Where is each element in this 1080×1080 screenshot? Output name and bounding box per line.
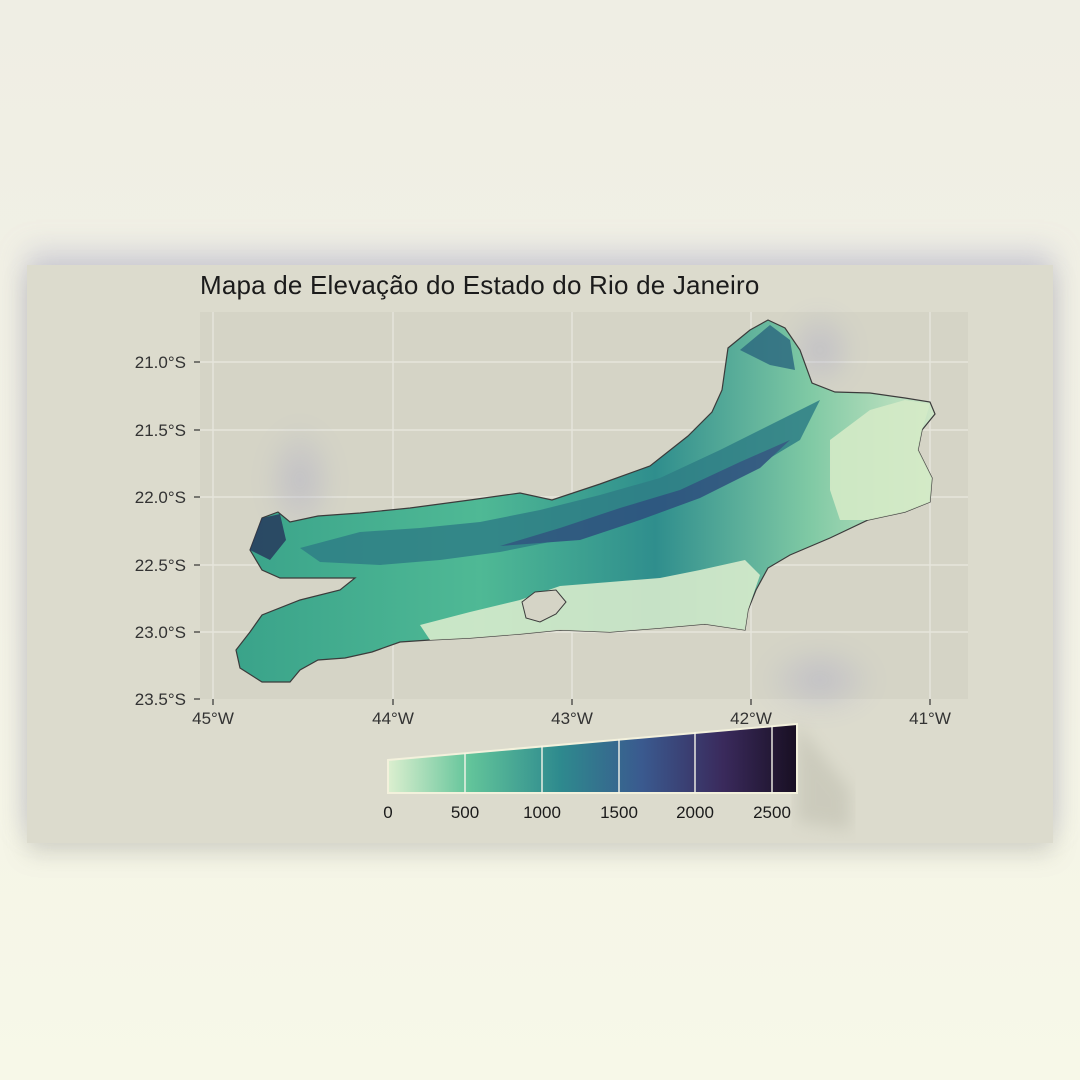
lat-label: 22.5°S [135,556,186,575]
lon-label: 42°W [730,709,772,728]
axis-ticks [194,361,931,705]
latitude-labels: 21.0°S 21.5°S 22.0°S 22.5°S 23.0°S 23.5°… [135,353,186,709]
lon-label: 44°W [372,709,414,728]
lon-label: 43°W [551,709,593,728]
map-title: Mapa de Elevação do Estado do Rio de Jan… [200,270,760,300]
lat-label: 23.5°S [135,690,186,709]
lat-label: 22.0°S [135,488,186,507]
lon-label: 41°W [909,709,951,728]
lat-label: 21.5°S [135,421,186,440]
legend-shadow [797,724,850,830]
lon-label: 45°W [192,709,234,728]
legend-label: 1000 [523,803,561,822]
guanabara-bay [521,589,567,623]
lowland-plain [420,560,760,640]
legend-label: 1500 [600,803,638,822]
legend-label: 500 [451,803,479,822]
lat-label: 23.0°S [135,623,186,642]
legend-ticks [464,726,773,793]
northeast-plain [830,400,932,520]
legend-colorbar [387,722,798,794]
longitude-labels: 45°W 44°W 43°W 42°W 41°W [192,709,951,728]
legend-label: 0 [383,803,392,822]
elevation-legend: 0 500 1000 1500 2000 2500 [383,722,850,830]
legend-label: 2000 [676,803,714,822]
legend-label: 2500 [753,803,791,822]
mountain-ridges [250,325,820,565]
lat-label: 21.0°S [135,353,186,372]
